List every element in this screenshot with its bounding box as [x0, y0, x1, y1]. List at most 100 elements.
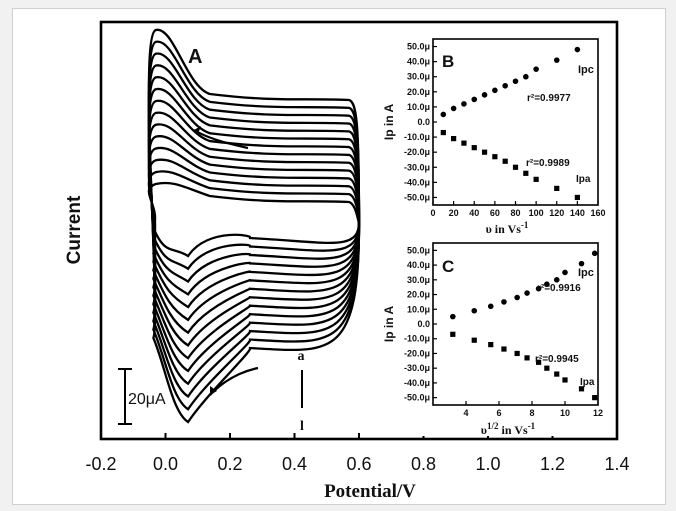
arrowhead-lower	[210, 386, 217, 395]
inset-b-letter: B	[442, 52, 454, 71]
data-point-ipa	[461, 140, 467, 146]
x-tick-label: 0	[430, 208, 435, 218]
data-point-ipa	[524, 355, 530, 361]
inset-c-axes: 50.0μ 40.0μ 30.0μ 20.0μ 10.0μ 0.0 -10.0μ -20.0μ…	[404, 245, 603, 418]
data-point-ipc	[471, 96, 478, 103]
arrowhead-upper	[194, 126, 201, 134]
panel-a-x-label: Potential/V	[324, 481, 416, 502]
x-tick-label: 4	[463, 408, 468, 418]
data-point-ipc	[553, 277, 560, 283]
inset-c-ipa-label: Ipa	[580, 377, 595, 388]
data-point-ipc	[578, 260, 585, 267]
cv-curve	[147, 99, 361, 347]
data-point-ipc	[574, 46, 581, 53]
x-tick-label: -0.2	[85, 454, 116, 474]
inset-c-letter: C	[442, 257, 454, 276]
y-tick-label: -10.0μ	[404, 334, 430, 344]
y-tick-label: -40.0μ	[404, 177, 430, 187]
data-point-ipc	[553, 57, 560, 63]
cv-curve	[147, 111, 361, 335]
y-tick-label: 20.0μ	[407, 290, 430, 300]
y-tick-label: 40.0μ	[407, 260, 430, 270]
data-point-ipa	[502, 158, 508, 164]
data-point-ipc	[535, 285, 542, 292]
inset-c: 50.0μ 40.0μ 30.0μ 20.0μ 10.0μ 0.0 -10.0μ -20.0μ…	[382, 238, 603, 437]
y-tick-label: 50.0μ	[407, 42, 430, 52]
scale-bar: 20μA	[118, 368, 166, 425]
cv-curve	[147, 146, 361, 296]
y-tick-label: -20.0μ	[404, 147, 430, 157]
x-tick-label: 0.8	[411, 454, 436, 474]
data-point-ipc	[502, 82, 508, 89]
y-tick-label: -50.0μ	[404, 393, 430, 403]
data-point-ipa	[481, 149, 488, 155]
y-tick-label: 10.0μ	[407, 304, 430, 314]
inset-c-r2-ipa: r²=0.9945	[535, 354, 579, 365]
x-tick-label: 1.4	[604, 454, 629, 474]
x-tick-label: 120	[549, 208, 564, 218]
data-point-ipa	[574, 194, 580, 201]
x-tick-label: 80	[510, 208, 520, 218]
y-tick-label: 10.0μ	[407, 102, 430, 112]
data-point-ipa	[451, 136, 457, 142]
data-point-ipc	[512, 78, 519, 85]
data-point-ipa	[471, 145, 477, 151]
x-tick-label: 1.0	[475, 454, 500, 474]
inset-b-r2-ipc: r²=0.9977	[527, 93, 571, 104]
inset-b-x-label: υ in Vs-1	[486, 220, 529, 236]
x-tick-label: 160	[590, 208, 605, 218]
data-point-ipa	[562, 377, 568, 383]
data-point-ipa	[592, 395, 598, 401]
x-tick-label: 10	[560, 408, 570, 418]
x-tick-label: 0.6	[346, 454, 371, 474]
inset-b-axes: 50.0μ 40.0μ 30.0μ 20.0μ 10.0μ 0.0 -10.0μ -20.0μ…	[404, 42, 606, 218]
data-point-ipc	[481, 92, 488, 98]
y-tick-label: 30.0μ	[407, 275, 430, 285]
x-tick-label: 100	[529, 208, 544, 218]
x-tick-label: 20	[449, 208, 459, 218]
data-point-ipc	[562, 269, 568, 276]
y-tick-label: -30.0μ	[404, 363, 430, 373]
cv-curve	[147, 28, 361, 424]
y-tick-label: 50.0μ	[407, 245, 430, 255]
inset-c-ipc-label: Ipc	[578, 267, 594, 279]
y-tick-label: 0.0	[417, 319, 430, 329]
data-point-ipc	[524, 290, 530, 296]
x-tick-label: 12	[593, 408, 603, 418]
data-point-ipa	[533, 176, 539, 182]
inset-b-ipa-label: Ipa	[576, 174, 591, 185]
y-tick-label: 0.0	[417, 117, 430, 127]
y-tick-label: -40.0μ	[404, 378, 430, 388]
data-point-ipa	[554, 185, 560, 191]
data-point-ipc	[487, 303, 494, 310]
cv-curve	[147, 123, 361, 322]
cv-curves	[147, 28, 361, 424]
y-tick-label: 30.0μ	[407, 72, 430, 82]
data-point-ipa	[488, 342, 494, 348]
data-point-ipc	[461, 101, 467, 107]
inset-c-points	[450, 250, 598, 401]
data-point-ipc	[544, 281, 550, 288]
data-point-ipa	[578, 386, 585, 392]
x-tick-label: 1.2	[540, 454, 565, 474]
data-point-ipa	[440, 129, 446, 136]
data-point-ipa	[450, 331, 456, 337]
inset-c-y-label: Ip in A	[382, 306, 396, 343]
scale-bar-label: 20μA	[128, 391, 166, 408]
data-point-ipa	[536, 359, 542, 365]
inset-c-r2-ipc: r²=0.9916	[537, 283, 581, 294]
data-point-ipc	[440, 111, 447, 118]
data-point-ipc	[450, 105, 457, 112]
data-point-ipa	[492, 154, 498, 160]
data-point-ipa	[512, 164, 519, 170]
inset-b: 50.0μ 40.0μ 30.0μ 20.0μ 10.0μ 0.0 -10.0μ -20.0μ…	[382, 36, 606, 236]
curve-marker-a: a	[298, 349, 305, 364]
y-tick-label: 40.0μ	[407, 57, 430, 67]
x-tick-label: 6	[496, 408, 501, 418]
data-point-ipc	[492, 87, 498, 94]
inset-b-y-label: Ip in A	[382, 104, 396, 141]
x-tick-label: 0.4	[282, 454, 307, 474]
inset-b-points	[440, 46, 581, 201]
curve-marker-l: l	[300, 419, 304, 434]
